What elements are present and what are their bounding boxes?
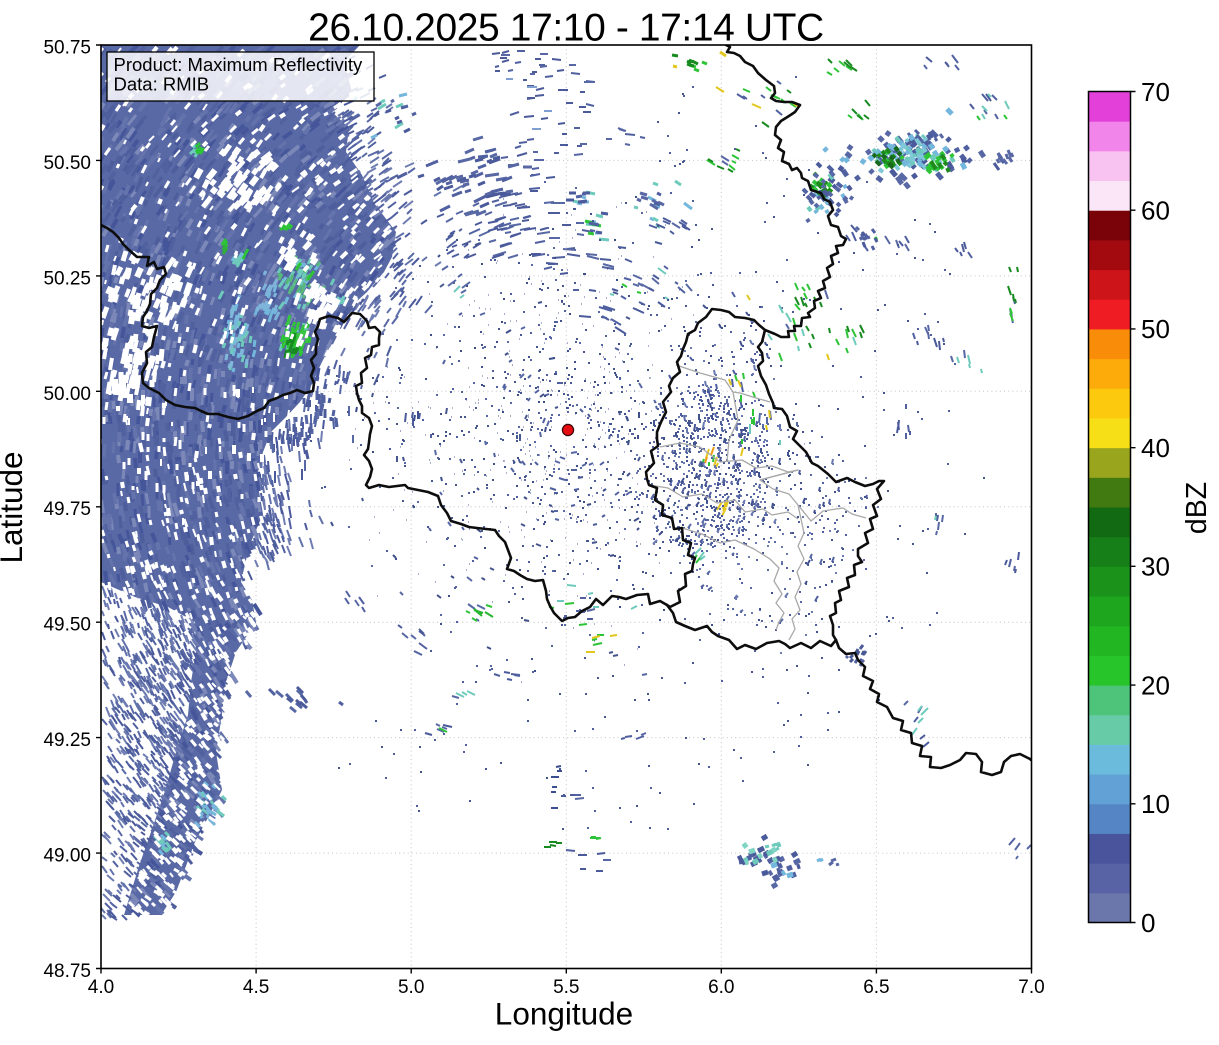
svg-text:5.5: 5.5 (553, 977, 579, 998)
svg-text:50.25: 50.25 (43, 268, 91, 289)
svg-text:10: 10 (1141, 789, 1170, 819)
svg-text:26.10.2025 17:10 - 17:14 UTC: 26.10.2025 17:10 - 17:14 UTC (308, 7, 824, 50)
svg-text:60: 60 (1141, 196, 1170, 226)
svg-text:Longitude: Longitude (495, 996, 633, 1032)
svg-text:30: 30 (1141, 552, 1170, 582)
svg-text:7.0: 7.0 (1018, 977, 1044, 998)
svg-text:70: 70 (1141, 77, 1170, 107)
svg-text:dBZ: dBZ (1181, 482, 1213, 534)
svg-text:4.5: 4.5 (243, 977, 269, 998)
svg-text:Latitude: Latitude (0, 451, 29, 563)
svg-text:50.50: 50.50 (43, 153, 91, 174)
svg-text:Data: RMIB: Data: RMIB (114, 74, 210, 95)
svg-text:50.00: 50.00 (43, 384, 91, 405)
svg-text:6.0: 6.0 (708, 977, 734, 998)
svg-text:49.25: 49.25 (43, 730, 91, 751)
svg-text:Product: Maximum Reflectivity: Product: Maximum Reflectivity (114, 54, 364, 75)
svg-text:40: 40 (1141, 433, 1170, 463)
svg-text:6.5: 6.5 (863, 977, 889, 998)
svg-text:48.75: 48.75 (43, 961, 91, 982)
svg-text:49.75: 49.75 (43, 499, 91, 520)
svg-text:50: 50 (1141, 314, 1170, 344)
svg-text:5.0: 5.0 (398, 977, 424, 998)
svg-text:0: 0 (1141, 908, 1155, 938)
svg-text:20: 20 (1141, 670, 1170, 700)
svg-text:4.0: 4.0 (88, 977, 114, 998)
svg-text:49.00: 49.00 (43, 846, 91, 867)
svg-text:50.75: 50.75 (43, 38, 91, 59)
svg-text:49.50: 49.50 (43, 615, 91, 636)
